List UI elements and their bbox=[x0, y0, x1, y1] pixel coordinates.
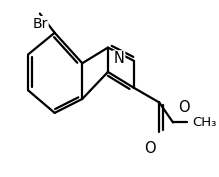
Text: O: O bbox=[145, 141, 156, 156]
Text: O: O bbox=[178, 100, 190, 115]
Text: Br: Br bbox=[32, 17, 48, 31]
Text: N: N bbox=[113, 51, 124, 66]
Text: CH₃: CH₃ bbox=[192, 116, 217, 129]
